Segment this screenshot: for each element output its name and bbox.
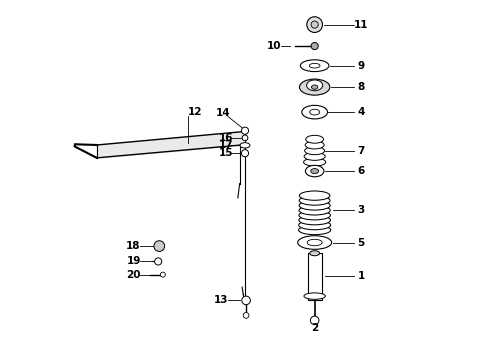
Ellipse shape [299,220,331,230]
Ellipse shape [305,165,324,177]
Ellipse shape [299,206,330,215]
Circle shape [307,17,322,32]
Circle shape [155,258,162,265]
Ellipse shape [298,225,331,235]
Circle shape [243,312,249,318]
Text: 5: 5 [358,238,365,248]
Ellipse shape [298,236,332,249]
Text: 6: 6 [358,166,365,176]
Text: 3: 3 [358,205,365,215]
Text: 7: 7 [357,146,365,156]
Circle shape [242,135,248,141]
Text: 17: 17 [219,140,234,150]
Ellipse shape [312,85,318,89]
Ellipse shape [304,158,326,166]
Circle shape [311,21,318,28]
Ellipse shape [304,293,325,299]
Text: 20: 20 [126,270,141,280]
Circle shape [242,296,250,305]
Ellipse shape [304,153,325,160]
Circle shape [310,316,319,325]
Text: 14: 14 [216,108,231,118]
Text: 9: 9 [358,61,365,71]
Ellipse shape [305,147,325,155]
Ellipse shape [299,211,330,220]
Ellipse shape [299,196,330,205]
Ellipse shape [240,143,250,148]
Ellipse shape [306,135,323,143]
Ellipse shape [310,109,319,115]
Text: 11: 11 [354,19,368,30]
Circle shape [154,241,165,251]
Text: 19: 19 [126,256,141,266]
Text: 2: 2 [311,323,318,333]
Ellipse shape [299,201,330,210]
Ellipse shape [299,79,330,95]
Bar [308,253,322,300]
Ellipse shape [307,239,322,246]
Text: 8: 8 [358,82,365,92]
Circle shape [311,42,318,50]
Text: 18: 18 [126,241,141,251]
Text: 4: 4 [357,107,365,117]
Ellipse shape [299,191,330,200]
Ellipse shape [311,168,319,174]
Circle shape [242,127,248,134]
Ellipse shape [305,141,324,149]
Ellipse shape [307,80,323,91]
Ellipse shape [302,105,327,119]
Ellipse shape [299,216,331,225]
Ellipse shape [309,63,320,68]
Text: 1: 1 [358,271,365,282]
Ellipse shape [300,60,329,72]
Text: 13: 13 [214,296,228,305]
Text: 12: 12 [188,107,202,117]
Text: 10: 10 [267,41,281,51]
Text: 15: 15 [219,148,234,158]
Circle shape [242,150,248,157]
Text: 16: 16 [219,133,234,143]
Circle shape [160,272,165,277]
Ellipse shape [310,251,319,256]
